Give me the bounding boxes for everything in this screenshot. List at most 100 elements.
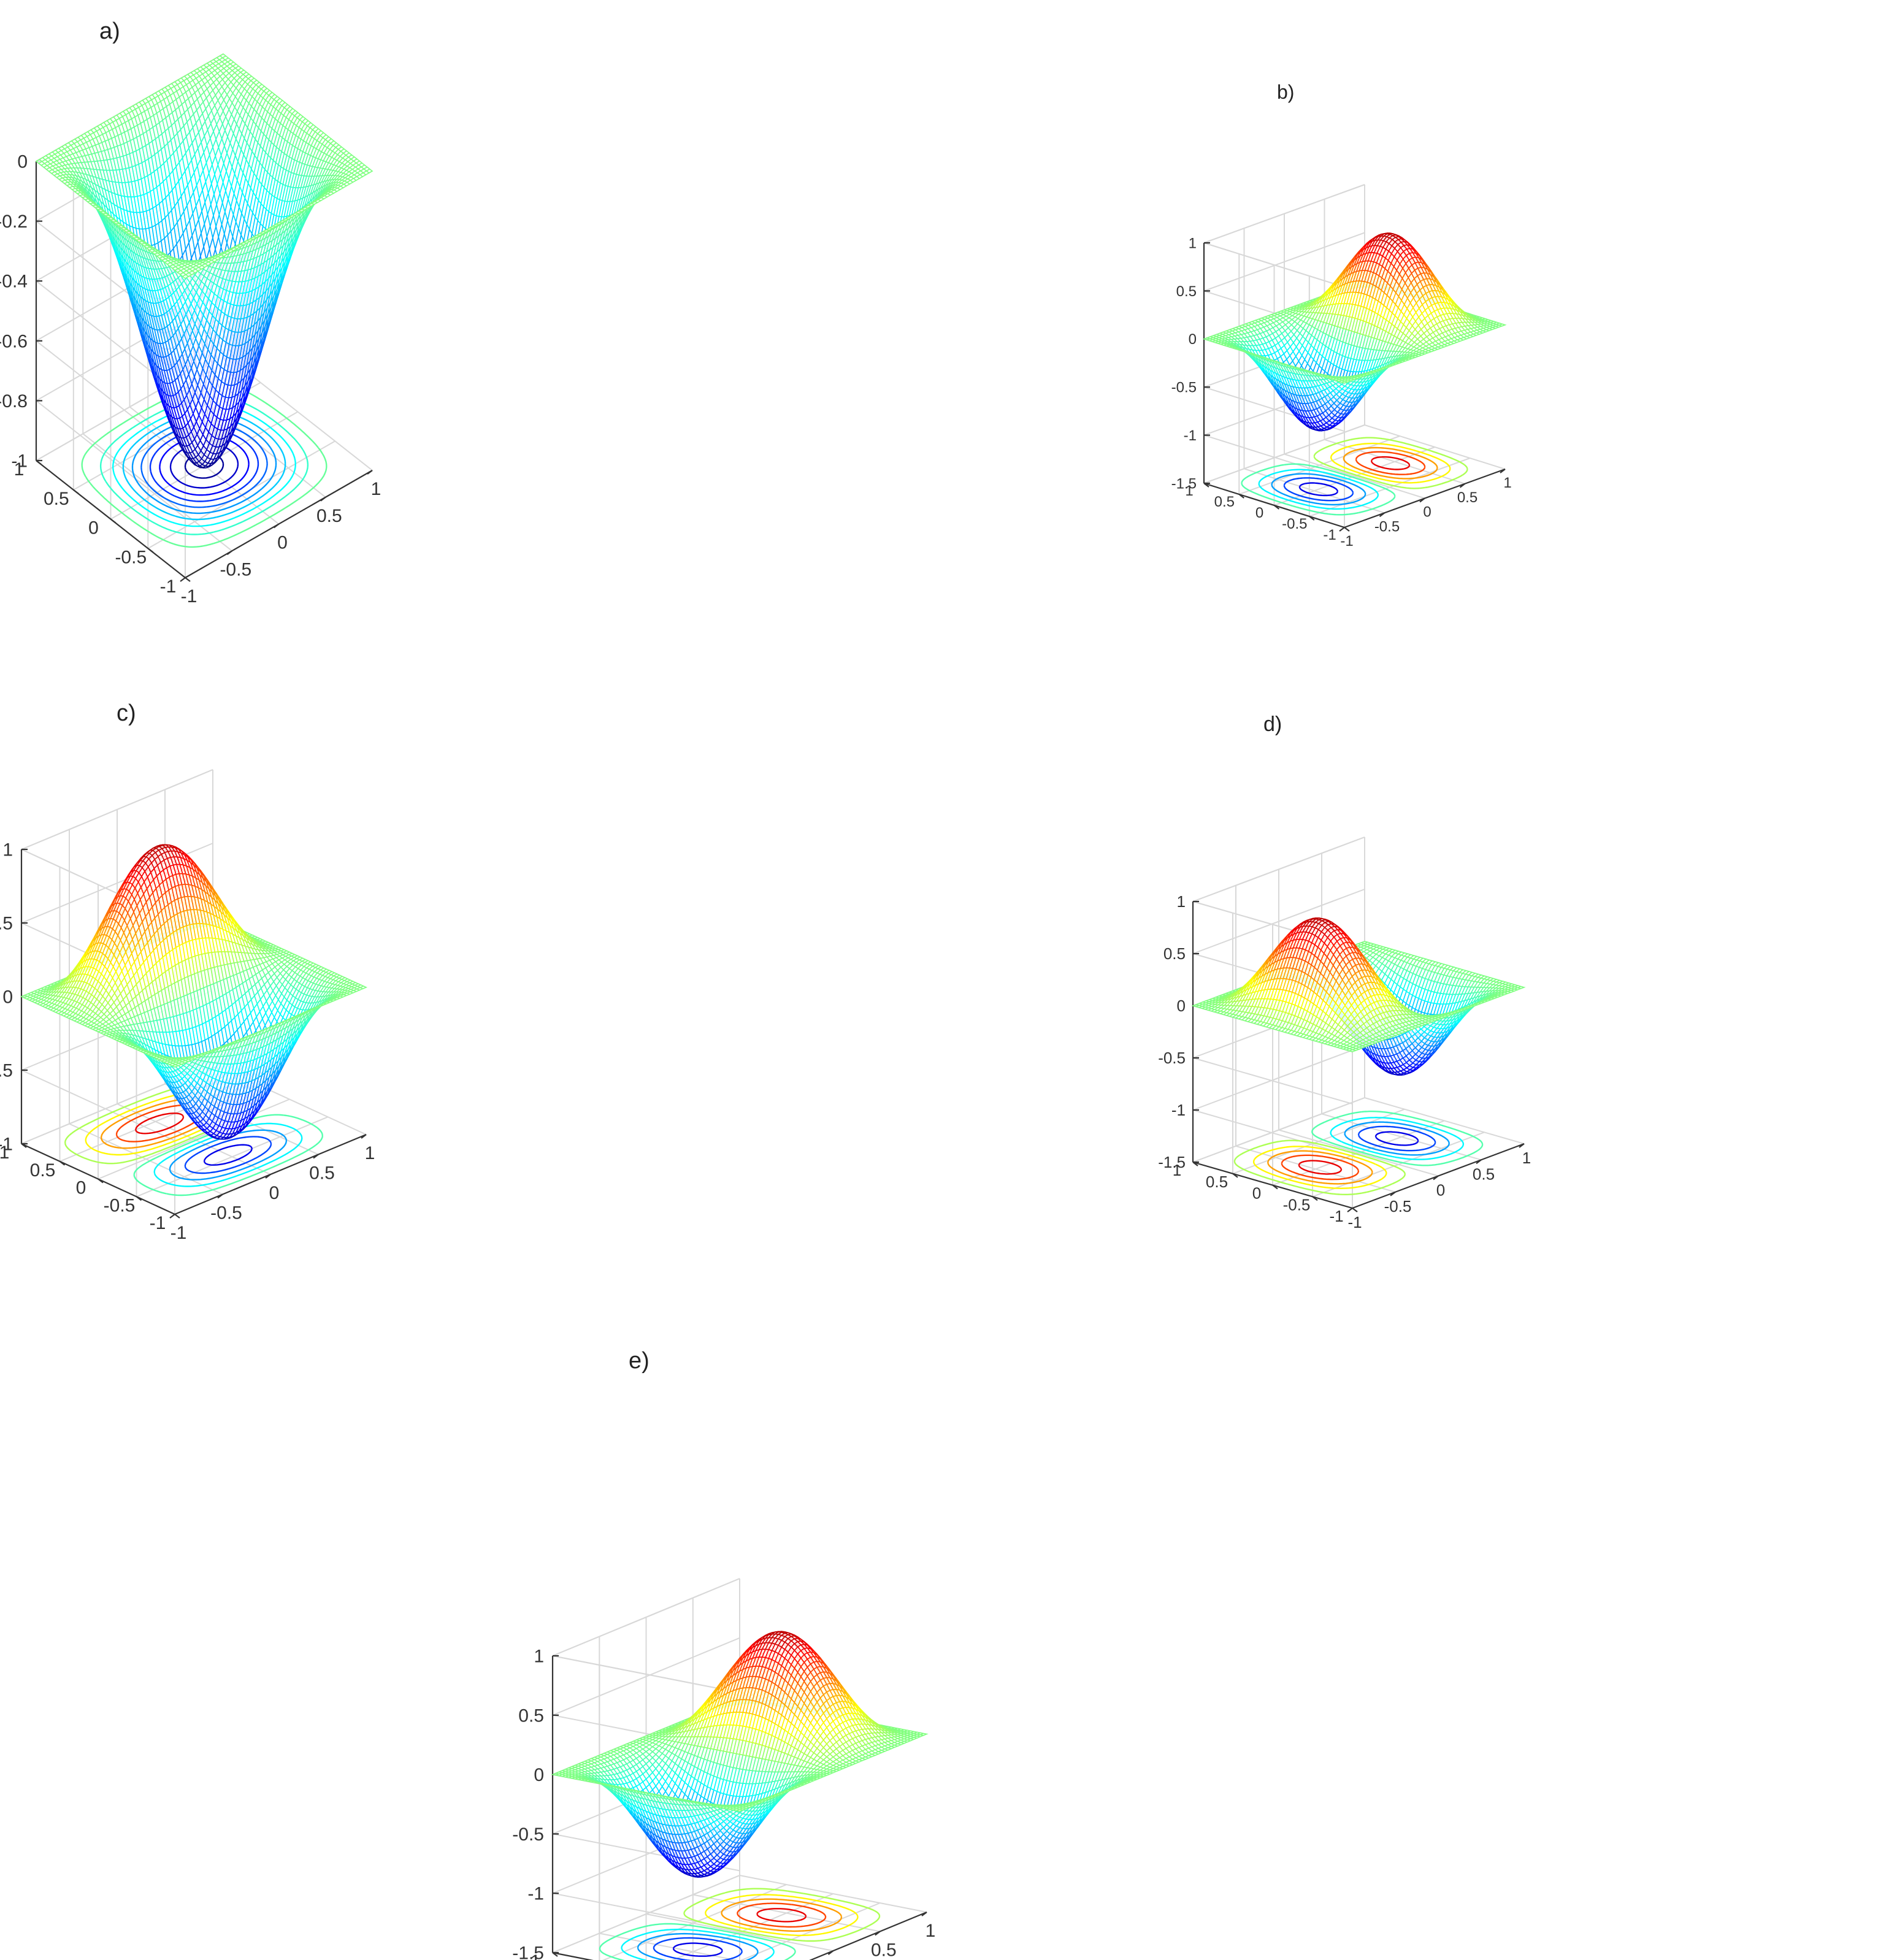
x-tick-label: 0.5	[871, 1940, 897, 1960]
y-tick	[1238, 494, 1244, 499]
y-tick	[1232, 1173, 1238, 1178]
contour-line	[737, 1902, 827, 1928]
x-tick-label: 1	[371, 479, 381, 499]
surface-plot-d: -1-0.500.51-1-0.500.51-1.5-1-0.500.51	[1158, 836, 1531, 1231]
contour-line	[112, 404, 296, 527]
z-tick-label: 0	[534, 1765, 544, 1785]
contour-line	[1313, 437, 1468, 489]
z-tick-label: 0	[1189, 331, 1197, 348]
contour-line	[99, 396, 309, 535]
z-tick-label: -0.2	[0, 212, 28, 232]
floor-grid-line	[1232, 1108, 1405, 1174]
x-tick	[921, 1912, 927, 1916]
z-tick-label: 0.5	[0, 914, 13, 934]
y-tick-label: 0	[1252, 1184, 1261, 1203]
y-tick-label: 0.5	[1206, 1173, 1228, 1191]
x-tick	[367, 470, 373, 475]
panel-label-c: c)	[117, 700, 136, 726]
x-tick	[320, 496, 326, 502]
y-tick	[136, 1196, 142, 1201]
contour-line	[756, 1908, 807, 1923]
y-tick	[73, 489, 79, 494]
z-tick-label: 0.5	[518, 1705, 544, 1726]
z-tick-label: 0	[1177, 997, 1186, 1015]
contour-line	[705, 1894, 859, 1937]
back-wall-grid-line	[1203, 424, 1365, 484]
floor-grid-line	[1238, 435, 1400, 495]
contour-line	[1355, 451, 1426, 475]
y-tick-label: -0.5	[115, 547, 147, 567]
panel-label-d: d)	[1263, 713, 1282, 736]
side-wall-grid-line	[36, 340, 186, 459]
y-tick	[185, 577, 191, 582]
x-tick-label: -0.5	[1374, 518, 1400, 535]
contour-line	[683, 1888, 881, 1942]
panel-e: e) -1-0.500.51-1-0.500.51-1.5-1-0.500.51	[512, 1337, 1349, 1960]
surface-plot-c: -1-0.500.51-1-0.500.51-1-0.500.51	[0, 769, 375, 1243]
y-tick	[1312, 1196, 1318, 1201]
contour-line	[135, 1112, 185, 1135]
box-edge	[1203, 184, 1365, 243]
x-tick-label: 0	[277, 533, 288, 553]
x-tick	[875, 1931, 881, 1936]
x-tick-label: 1	[926, 1921, 936, 1941]
floor-grid-line	[1272, 1120, 1445, 1186]
panel-a: a) -1-0.500.51-1-0.500.51-1-0.8-0.6-0.4-…	[0, 0, 828, 619]
box-edge	[1203, 242, 1345, 288]
x-tick-label: 0.5	[1457, 489, 1477, 506]
z-tick-label: 1	[2, 840, 13, 860]
z-tick-label: -1	[1184, 427, 1197, 444]
contour-line	[672, 1942, 723, 1957]
floor-grid-line	[1274, 446, 1435, 506]
z-tick-label: 1	[1177, 892, 1186, 911]
z-tick-label: -1	[0, 1135, 13, 1155]
x-tick	[361, 1134, 367, 1139]
y-tick	[1273, 505, 1280, 510]
panel-label-b: b)	[1277, 81, 1295, 103]
contour-line	[621, 1928, 775, 1960]
contour-line	[1330, 442, 1451, 484]
x-tick-label: -0.5	[220, 559, 251, 580]
x-tick	[169, 1214, 175, 1219]
z-tick-label: -0.5	[1171, 380, 1197, 396]
y-tick-label: 0.5	[44, 489, 69, 509]
contour-line	[1370, 456, 1411, 470]
y-tick	[98, 1178, 104, 1184]
x-tick	[1459, 483, 1466, 488]
contour-line	[1330, 1117, 1465, 1160]
y-tick-label: 0.5	[1214, 494, 1235, 510]
contour-line	[721, 1898, 843, 1932]
panel-c: c) -1-0.500.51-1-0.500.51-1-0.500.51	[0, 693, 797, 1282]
x-tick	[1379, 512, 1386, 518]
surface-plot-b: -1-0.500.51-1-0.500.51-1.5-1-0.500.51	[1171, 184, 1512, 549]
floor-grid-line	[98, 1098, 290, 1180]
x-tick	[217, 1193, 223, 1199]
contour-line	[1271, 473, 1366, 506]
y-tick-label: 1	[531, 1951, 541, 1960]
y-tick-label: -0.5	[1283, 1195, 1311, 1214]
box-edge	[552, 1655, 740, 1693]
x-tick	[1500, 469, 1506, 473]
contour-line	[599, 1923, 796, 1960]
y-tick-label: 0	[76, 1178, 86, 1198]
x-tick-label: -1	[1340, 533, 1353, 549]
x-tick	[273, 523, 280, 529]
z-tick-label: 1	[1189, 235, 1197, 251]
surface-plot-e: -1-0.500.51-1-0.500.51-1.5-1-0.500.51	[512, 1578, 936, 1960]
z-tick-label: 0.5	[1163, 944, 1186, 963]
x-tick-label: 1	[1503, 475, 1511, 491]
y-tick-label: 0.5	[30, 1160, 56, 1181]
x-tick	[1476, 1159, 1482, 1165]
contour-line	[1357, 1125, 1436, 1152]
x-tick-label: -0.5	[1384, 1197, 1412, 1215]
surface-plot-a: -1-0.500.51-1-0.500.51-1-0.8-0.6-0.4-0.2…	[0, 53, 381, 607]
contour-line	[1281, 1154, 1360, 1181]
x-tick-label: 0.5	[316, 506, 342, 526]
contour-line	[1233, 1139, 1406, 1195]
surface-mesh	[35, 53, 374, 469]
z-tick-label: -0.5	[512, 1824, 544, 1845]
x-tick-label: 1	[365, 1143, 375, 1163]
contour-line	[184, 1136, 272, 1174]
y-tick-label: 1	[14, 459, 25, 480]
y-tick-label: -0.5	[1282, 516, 1307, 532]
